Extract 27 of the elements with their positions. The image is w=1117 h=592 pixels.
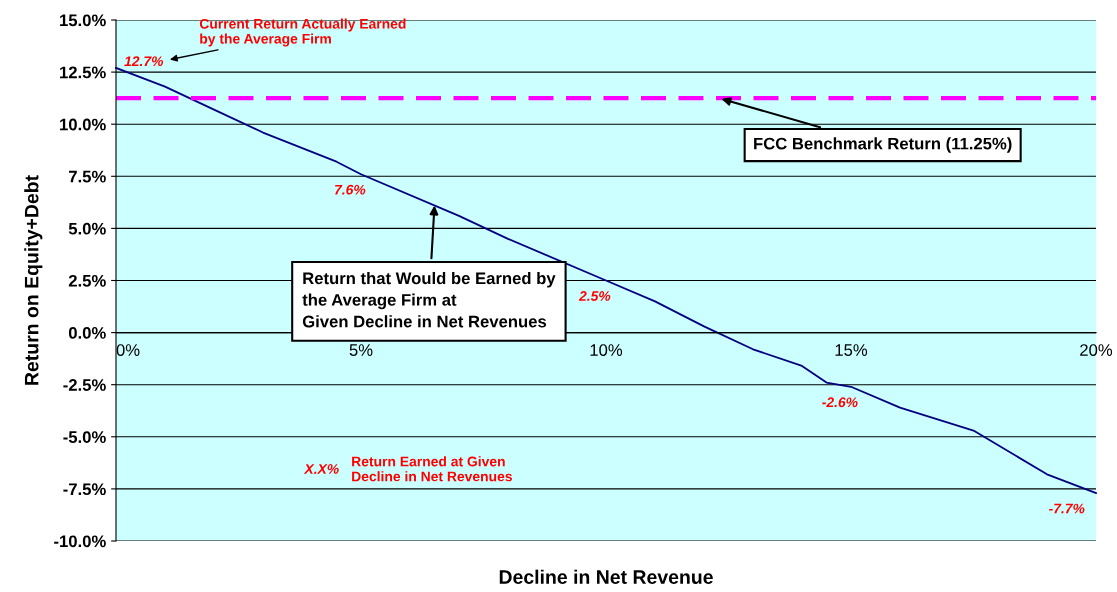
y-tick-label: -5.0%: [63, 431, 106, 443]
annotation: Return that Would be Earned by the Average Firm at Given Decline in Net Revenues: [302, 271, 556, 328]
y-tick-label: 5.0%: [68, 222, 106, 235]
y-tick-label: -7.5%: [63, 483, 106, 496]
ref-line-label: FCC Benchmark Return (11.25%): [754, 137, 1012, 153]
data-label: 7.6%: [335, 184, 366, 195]
x-tick-label: 20%: [1080, 344, 1113, 356]
y-tick-label: 15.0%: [60, 14, 106, 27]
data-label: 12.7%: [124, 56, 164, 67]
y-tick-label: 7.5%: [69, 170, 106, 183]
annotation: Return Earned at Given Decline in Net Revenues: [352, 456, 512, 482]
x-tick-label: 5%: [349, 344, 373, 356]
data-label: -2.6%: [822, 397, 858, 408]
y-tick-label: 0.0%: [68, 327, 106, 339]
y-tick-label: -10.0%: [54, 535, 106, 548]
annotation: X.X%: [303, 464, 339, 474]
data-label: 2.5%: [578, 291, 611, 301]
y-tick-label: 2.5%: [68, 274, 106, 287]
x-tick-label: 10%: [590, 344, 623, 356]
x-axis-title: Decline in Net Revenue: [499, 569, 713, 584]
x-tick-label: 15%: [835, 344, 868, 356]
data-label: -7.7%: [1048, 503, 1085, 514]
y-tick-label: 12.5%: [60, 66, 106, 79]
y-tick-label: 10.0%: [60, 118, 106, 131]
annotation: Current Return Actually Earned by the Average Firm: [199, 18, 406, 47]
y-axis-title: Return on Equity+Debt: [24, 175, 43, 385]
y-tick-label: -2.5%: [63, 379, 106, 391]
